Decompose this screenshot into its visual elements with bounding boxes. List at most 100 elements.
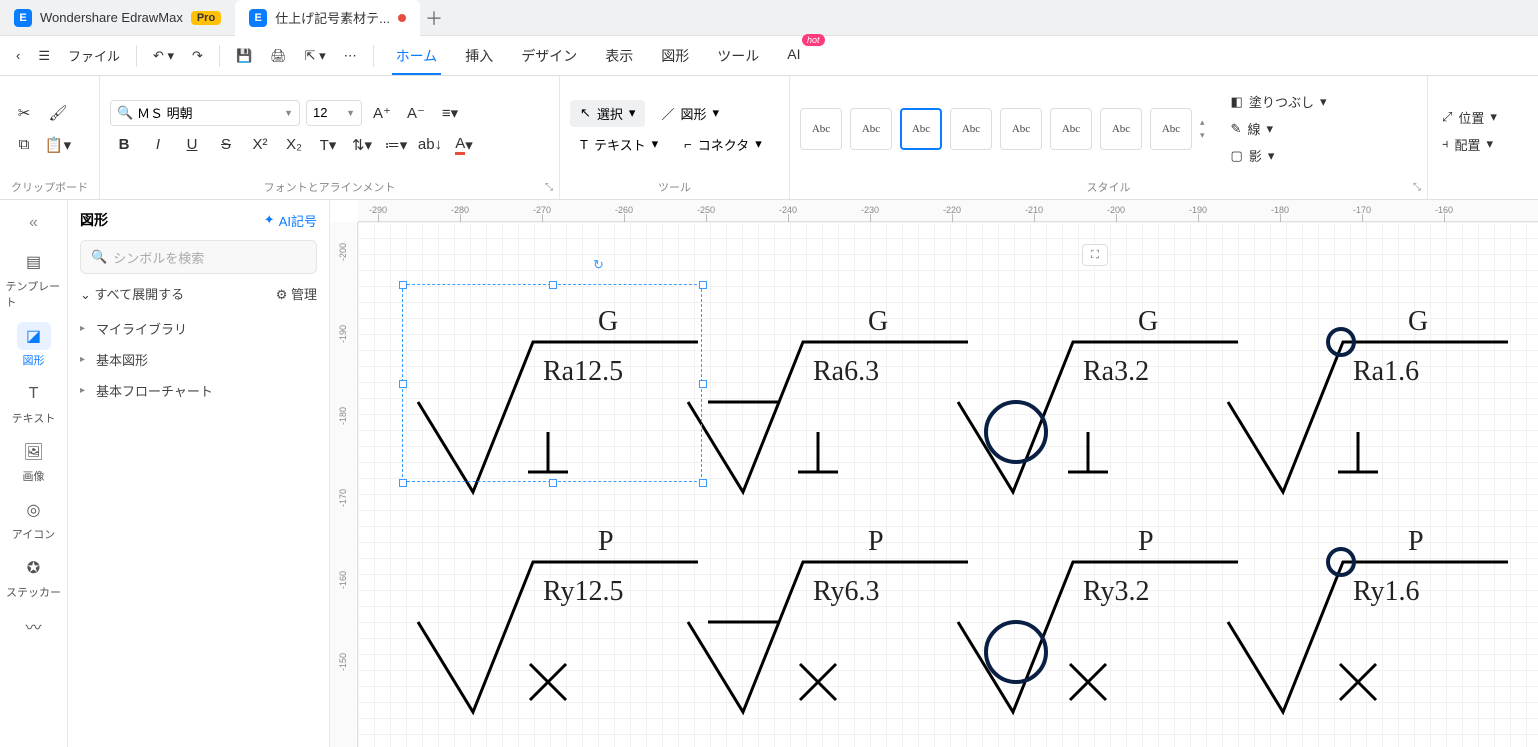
surface-symbol-7[interactable]: P Ry1.6 [1218,522,1518,727]
leftnav-図形[interactable]: ◪図形 [6,316,62,374]
gallery-up-icon[interactable]: ▴ [1200,117,1205,128]
selection-handle[interactable] [699,380,707,388]
selection-handle[interactable] [549,479,557,487]
bold-icon[interactable]: B [110,131,138,159]
menu-tab-デザイン[interactable]: デザイン [507,38,591,74]
surface-symbol-5[interactable]: P Ry6.3 [678,522,978,727]
menubar: ‹ ☰ ファイル ↶ ▾ ↷ 💾 🖨 ⇱ ▾ ⋯ ホーム挿入デザイン表示図形ツー… [0,36,1538,76]
position-button[interactable]: ⤢ 位置 ▾ [1438,106,1528,129]
rotate-handle-icon[interactable]: ↻ [593,257,604,273]
selection-handle[interactable] [399,281,407,289]
superscript-icon[interactable]: X² [246,131,274,159]
bullets-icon[interactable]: ≔▾ [382,131,410,159]
font-color-icon[interactable]: A▾ [450,131,478,159]
surface-symbol-4[interactable]: P Ry12.5 [408,522,708,727]
tab-add-button[interactable]: ＋ [420,5,448,31]
selection-handle[interactable] [399,380,407,388]
font-size-select[interactable]: 12▼ [306,100,362,126]
leftnav-アイコン[interactable]: ◎アイコン [6,490,62,548]
leftnav-テキスト[interactable]: Tテキスト [6,374,62,432]
more-qat[interactable]: ⋯ [336,42,365,70]
print-button[interactable]: 🖨 [262,42,295,70]
align-button[interactable]: ⫞ 配置 ▾ [1438,133,1528,156]
style-preset-0[interactable]: Abc [800,108,842,150]
text-case-icon[interactable]: T▾ [314,131,342,159]
symbol-search-input[interactable]: 🔍 シンボルを検索 [80,240,317,274]
copy-icon[interactable]: ⧉ [10,131,38,159]
menu-tab-ホーム[interactable]: ホーム [382,38,452,74]
surface-symbol-1[interactable]: G Ra6.3 [678,302,978,507]
category-マイライブラリ[interactable]: マイライブラリ [80,313,317,344]
category-基本図形[interactable]: 基本図形 [80,344,317,375]
select-tool-button[interactable]: ↖ 選択 ▾ [570,100,645,127]
line-button[interactable]: ✎ 線 ▾ [1227,117,1331,140]
leftnav-chart[interactable]: 〰 [6,606,62,646]
save-button[interactable]: 💾 [228,42,260,70]
chevron-down-icon: ▼ [284,108,293,118]
style-launcher-icon[interactable]: ⤡ [1413,182,1421,193]
font-family-select[interactable]: 🔍 ＭＳ 明朝 ▼ [110,100,300,126]
leftnav-ステッカー[interactable]: ✪ステッカー [6,548,62,606]
selection-outline[interactable]: ↻ [402,284,702,482]
italic-icon[interactable]: I [144,131,172,159]
undo-button[interactable]: ↶ ▾ [145,42,182,70]
dirty-dot-icon [398,14,406,22]
menu-tab-表示[interactable]: 表示 [591,38,647,74]
svg-text:P: P [868,526,884,557]
surface-symbol-6[interactable]: P Ry3.2 [948,522,1248,727]
selection-handle[interactable] [549,281,557,289]
expand-all-button[interactable]: ⌄ すべて展開する [80,284,184,303]
redo-button[interactable]: ↷ [184,42,211,70]
category-基本フローチャート[interactable]: 基本フローチャート [80,375,317,406]
underline-icon[interactable]: U [178,131,206,159]
manage-button[interactable]: ⚙ 管理 [276,284,317,303]
style-preset-3[interactable]: Abc [950,108,992,150]
collapse-left-icon[interactable]: « [6,208,62,238]
text-dir-icon[interactable]: ab↓ [416,131,444,159]
leftnav-テンプレート[interactable]: ▤テンプレート [6,242,62,316]
style-preset-5[interactable]: Abc [1050,108,1092,150]
selection-handle[interactable] [699,281,707,289]
export-button[interactable]: ⇱ ▾ [297,42,334,70]
text-tool-button[interactable]: T テキスト ▾ [570,131,668,158]
selection-handle[interactable] [699,479,707,487]
menu-tab-AI[interactable]: AIhot [773,38,814,74]
style-preset-2[interactable]: Abc [900,108,942,150]
leftnav-画像[interactable]: 🖼画像 [6,432,62,490]
tab-document[interactable]: E 仕上げ記号素材テ... [235,0,420,36]
paste-icon[interactable]: 📋▾ [44,131,72,159]
ai-symbol-link[interactable]: ✦ AI記号 [264,211,317,230]
font-launcher-icon[interactable]: ⤡ [545,182,553,193]
back-button[interactable]: ‹ [8,42,28,69]
connector-tool-button[interactable]: ⌐ コネクタ ▾ [674,131,772,158]
fill-button[interactable]: ◧ 塗りつぶし ▾ [1227,90,1331,113]
align-icon[interactable]: ≡▾ [436,99,464,127]
cut-icon[interactable]: ✂ [10,99,38,127]
font-shrink-icon[interactable]: A⁻ [402,99,430,127]
style-preset-7[interactable]: Abc [1150,108,1192,150]
menu-tab-図形[interactable]: 図形 [647,38,703,74]
ruler-horizontal[interactable]: -290-280-270-260-250-240-230-220-210-200… [358,200,1538,222]
shadow-button[interactable]: ▢ 影 ▾ [1227,144,1331,167]
selection-handle[interactable] [399,479,407,487]
canvas-expand-icon[interactable]: ⛶ [1082,244,1108,266]
shape-tool-button[interactable]: ／ 図形 ▾ [651,100,729,127]
style-preset-6[interactable]: Abc [1100,108,1142,150]
subscript-icon[interactable]: X₂ [280,131,308,159]
tab-app[interactable]: E Wondershare EdrawMax Pro [0,0,235,36]
menu-tab-挿入[interactable]: 挿入 [451,38,507,74]
menu-tab-ツール[interactable]: ツール [703,38,773,74]
style-preset-4[interactable]: Abc [1000,108,1042,150]
canvas[interactable]: ⛶ G Ra12.5 G Ra6.3 G Ra3.2 G Ra1.6 P Ry1… [358,222,1538,747]
format-painter-icon[interactable]: 🖌 [44,99,72,127]
surface-symbol-3[interactable]: G Ra1.6 [1218,302,1518,507]
ruler-vertical[interactable]: -200-190-180-170-160-150 [330,222,358,747]
strike-icon[interactable]: S [212,131,240,159]
font-grow-icon[interactable]: A⁺ [368,99,396,127]
surface-symbol-2[interactable]: G Ra3.2 [948,302,1248,507]
file-menu[interactable]: ファイル [60,40,128,71]
style-preset-1[interactable]: Abc [850,108,892,150]
line-spacing-icon[interactable]: ⇅▾ [348,131,376,159]
menu-icon[interactable]: ☰ [30,42,58,70]
gallery-down-icon[interactable]: ▾ [1200,130,1205,141]
